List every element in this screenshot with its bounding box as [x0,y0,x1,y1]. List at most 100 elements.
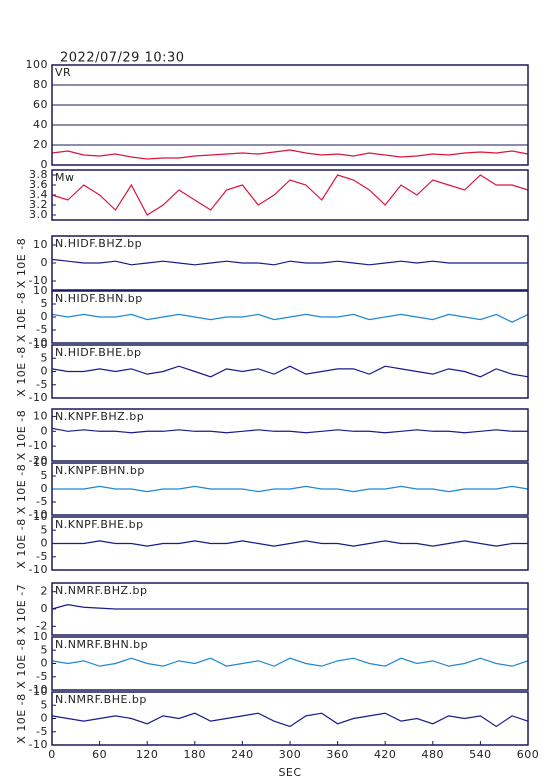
line [52,485,529,493]
y-tick-label: 20 [33,138,48,151]
y-tick-label: -10 [29,439,48,452]
y-tick-label: 10 [33,510,48,523]
y-tick-label: 0 [41,602,49,615]
y-tick-label: -5 [36,550,48,563]
y-tick-label: -5 [36,495,48,508]
y-tick-label: 80 [33,78,48,91]
y-tick-label: -10 [29,508,48,521]
y-axis-label: X 10E -8 [15,410,28,460]
panel-label: N.HIDF.BHZ.bp [55,237,142,250]
chart-title: 2022/07/29 10:30 [60,51,185,66]
x-tick-label: 480 [422,748,445,761]
y-axis-label: X 10E -8 [15,638,28,688]
y-tick-label: 10 [33,685,48,698]
y-tick-label: 3.2 [29,198,48,211]
panel-label: N.KNPF.BHZ.bp [55,410,144,423]
y-tick-label: 5 [41,297,49,310]
y-tick-label: 5 [41,523,49,536]
line [51,313,529,323]
y-tick-label: 3.6 [29,178,48,191]
panel-frame [51,582,529,636]
y-tick-label: -10 [29,391,48,404]
y-axis-label: X 10E -8 [15,693,28,743]
y-tick-label: 5 [41,469,49,482]
y-tick-label: -5 [36,378,48,391]
y-tick-label: 5 [41,351,49,364]
line [51,657,529,667]
y-tick-label: 3.0 [29,208,48,221]
y-tick-label: 40 [33,118,48,131]
x-tick-label: 540 [469,748,492,761]
x-tick-label: 240 [231,748,254,761]
y-tick-label: 0 [41,310,49,323]
y-tick-label: 10 [33,630,48,643]
line [51,712,529,728]
y-tick-label: 100 [26,58,49,71]
x-tick-label: 0 [48,748,56,761]
x-tick-label: 60 [92,748,107,761]
panel-frame [51,516,529,571]
x-tick-label: 600 [517,748,540,761]
line [51,174,529,216]
y-tick-label: -5 [36,670,48,683]
panel-label: Mw [55,171,75,184]
x-tick-label: 420 [374,748,397,761]
line [51,149,529,160]
y-tick-label: 0 [41,712,49,725]
y-tick-label: 5 [41,698,49,711]
y-tick-label: -10 [29,683,48,696]
panel-frame [51,235,529,291]
panel-frame [51,64,529,166]
x-axis-label: SEC [278,766,301,779]
y-tick-label: 0 [41,537,49,550]
panel-frame [51,344,529,399]
y-axis-label: X 10E -8 [15,292,28,342]
y-tick-label: 3.8 [29,168,48,181]
y-tick-label: -10 [29,336,48,349]
y-axis-label: X 10E -8 [15,238,28,288]
y-tick-label: 10 [33,284,48,297]
y-tick-label: 10 [33,409,48,422]
y-tick-label: -10 [29,274,48,287]
y-tick-label: 3.4 [29,188,48,201]
y-tick-label: -20 [29,454,48,467]
x-tick-label: 360 [326,748,349,761]
y-tick-label: 0 [41,158,49,171]
line [52,540,528,547]
y-axis-label: X 10E -7 [15,584,28,634]
x-tick-label: 180 [184,748,207,761]
panel-label: N.NMRF.BHE.bp [55,693,147,706]
line [51,258,528,266]
panel-frame [51,636,529,691]
panel-label: N.NMRF.BHZ.bp [55,584,147,597]
panel-label: N.HIDF.BHE.bp [55,346,142,359]
y-tick-label: 0 [41,365,49,378]
y-tick-label: 2 [41,585,49,598]
panel-label: N.HIDF.BHN.bp [55,292,143,305]
y-tick-label: 0 [41,424,49,437]
y-tick-label: -2 [36,619,48,632]
x-tick-label: 120 [136,748,159,761]
x-tick-label: 300 [279,748,302,761]
line [51,427,528,434]
line [51,365,529,378]
y-tick-label: 0 [41,256,49,269]
y-tick-label: 0 [41,482,49,495]
y-tick-label: -10 [29,563,48,576]
panel-frame [51,462,529,516]
y-tick-label: 10 [33,456,48,469]
y-axis-label: X 10E -8 [15,518,28,568]
y-tick-label: 10 [33,338,48,351]
panel-frame [51,408,529,462]
panel-label: N.KNPF.BHE.bp [55,518,144,531]
panel-label: VR [55,66,71,79]
panel-label: N.KNPF.BHN.bp [55,464,145,477]
panel-label: N.NMRF.BHN.bp [55,638,148,651]
y-tick-label: 60 [33,98,48,111]
y-tick-label: 10 [33,238,48,251]
y-tick-label: -5 [36,323,48,336]
y-tick-label: -10 [29,738,48,751]
panel-frame [51,290,529,344]
y-tick-label: -5 [36,725,48,738]
